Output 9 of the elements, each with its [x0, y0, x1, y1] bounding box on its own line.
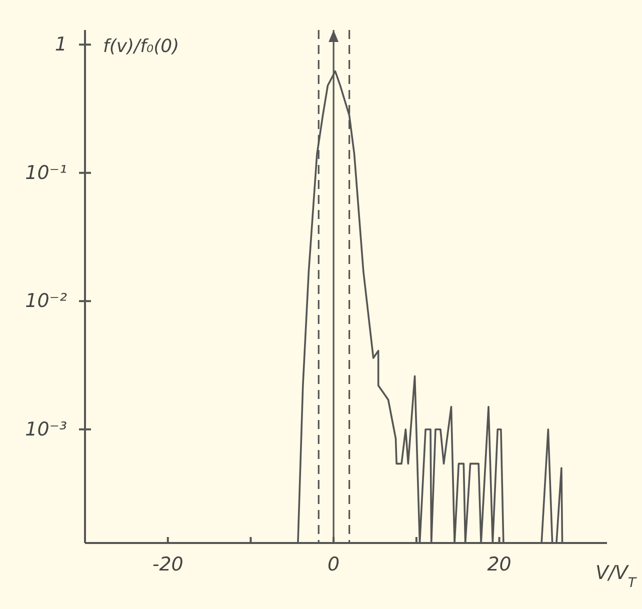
y-tick-label: 10⁻¹: [25, 162, 67, 184]
y-tick-label: 10⁻²: [25, 290, 68, 312]
x-tick-label: -20: [152, 553, 184, 576]
x-tick-label: 0: [328, 553, 340, 576]
x-axis-title: V/V$_{T}$: [595, 562, 637, 590]
y-axis-title: f(v)/f₀(0): [103, 36, 180, 57]
y-tick-label: 10⁻³: [25, 418, 67, 440]
x-tick-label: 20: [487, 553, 512, 576]
y-tick-label: 1: [54, 34, 67, 56]
